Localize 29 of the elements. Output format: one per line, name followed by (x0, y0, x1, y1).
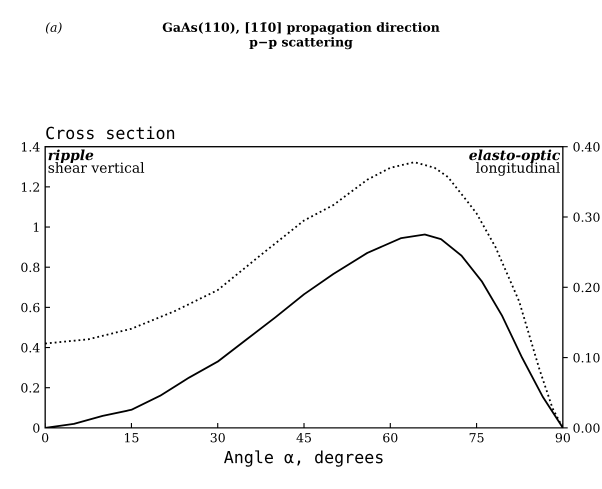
text: (a) (46, 22, 62, 34)
y-tick-label: 1.4 (22, 142, 40, 152)
x-tick-label: 75 (470, 433, 484, 442)
annotation: longitudinal (476, 162, 560, 176)
y-tick-label: 0 (33, 423, 40, 433)
x-tick-label: 60 (383, 432, 398, 442)
y-tick-label: 0.4 (21, 343, 40, 352)
y2-tick-label: 0.40 (573, 142, 600, 152)
x-axis-title: Angle α, degrees (224, 450, 383, 467)
annotation: shear vertical (48, 162, 144, 173)
chart-title: GaAs(110), [11̄0] propagation direction (162, 22, 440, 35)
y2-tick-label: 0.20 (573, 282, 600, 292)
x-tick-label: 45 (296, 432, 311, 442)
x-tick-label: 0 (42, 432, 48, 442)
y-tick-label: 0.2 (21, 383, 40, 393)
y2-tick-label: 0.00 (573, 423, 600, 433)
annotation: elasto-optic (469, 150, 560, 163)
x-tick-label: 30 (210, 432, 225, 442)
y2-tick-label: 0.30 (573, 212, 600, 222)
y-tick-label: 0.8 (21, 262, 40, 272)
y-tick-label: 1.2 (22, 182, 40, 192)
y-axis-title: Cross section (46, 126, 174, 140)
annotation: ripple (48, 150, 94, 163)
x-tick-label: 90 (556, 432, 570, 442)
y2-tick-label: 0.10 (573, 353, 600, 363)
y-tick-label: 1 (34, 222, 39, 232)
chart-subtitle: p−p scattering (249, 36, 353, 50)
x-tick-label: 15 (125, 432, 138, 442)
y-tick-label: 0.6 (21, 302, 40, 312)
